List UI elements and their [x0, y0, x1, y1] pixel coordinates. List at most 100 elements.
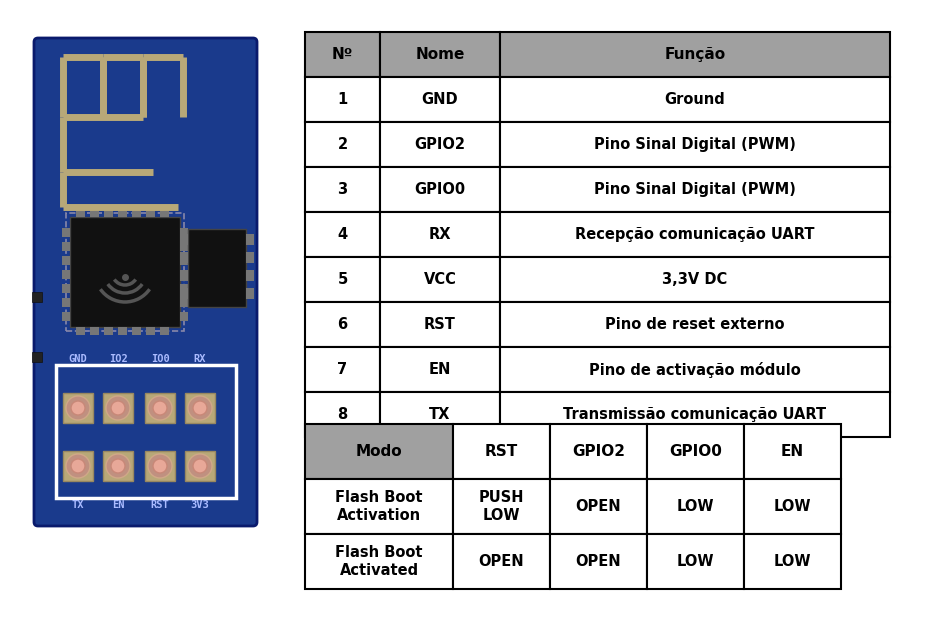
Bar: [180, 284, 188, 293]
Text: LOW: LOW: [774, 499, 812, 514]
Bar: [500, 77, 890, 122]
Circle shape: [111, 401, 125, 415]
Bar: [90, 327, 99, 335]
Text: OPEN: OPEN: [478, 554, 524, 569]
Bar: [305, 122, 380, 167]
Bar: [145, 393, 175, 423]
Text: GPIO2: GPIO2: [415, 137, 465, 152]
Circle shape: [193, 459, 207, 473]
Bar: [185, 451, 215, 481]
Circle shape: [193, 401, 207, 415]
Bar: [647, 479, 744, 534]
Bar: [56, 365, 236, 498]
FancyBboxPatch shape: [34, 38, 257, 526]
Text: Flash Boot
Activated: Flash Boot Activated: [335, 545, 423, 578]
Text: RST: RST: [424, 317, 456, 332]
Bar: [82, 238, 94, 246]
Text: PUSH
LOW: PUSH LOW: [478, 490, 524, 523]
Text: 2: 2: [338, 137, 347, 152]
Bar: [180, 242, 188, 251]
Text: 1: 1: [337, 92, 347, 107]
Text: Flash Boot
Activation: Flash Boot Activation: [335, 490, 423, 523]
Bar: [118, 327, 127, 335]
Bar: [180, 298, 188, 307]
Circle shape: [71, 459, 85, 473]
Bar: [180, 252, 188, 263]
Bar: [132, 327, 141, 335]
Bar: [305, 424, 453, 479]
Bar: [180, 288, 188, 299]
Text: TX: TX: [72, 500, 84, 510]
Text: RX: RX: [429, 227, 451, 242]
Text: LOW: LOW: [677, 499, 714, 514]
Bar: [62, 298, 70, 307]
Bar: [305, 257, 380, 302]
Bar: [305, 167, 380, 212]
Bar: [63, 451, 93, 481]
Text: 3,3V DC: 3,3V DC: [663, 272, 727, 287]
Bar: [32, 352, 42, 362]
Bar: [70, 217, 180, 327]
Bar: [380, 32, 500, 77]
Text: LOW: LOW: [677, 554, 714, 569]
Text: RX: RX: [194, 354, 206, 364]
Bar: [380, 347, 500, 392]
Circle shape: [66, 396, 90, 420]
Bar: [380, 122, 500, 167]
Text: 5: 5: [337, 272, 347, 287]
Text: EN: EN: [111, 500, 124, 510]
Bar: [246, 234, 254, 245]
Bar: [180, 238, 192, 246]
Bar: [500, 167, 890, 212]
Text: 3: 3: [338, 182, 347, 197]
Bar: [305, 534, 453, 589]
Bar: [103, 393, 133, 423]
Circle shape: [106, 454, 130, 478]
Bar: [62, 312, 70, 321]
Circle shape: [111, 459, 125, 473]
Bar: [550, 424, 647, 479]
Bar: [550, 479, 647, 534]
Text: GPIO0: GPIO0: [669, 444, 722, 459]
Bar: [500, 122, 890, 167]
Bar: [145, 451, 175, 481]
Text: Ground: Ground: [665, 92, 725, 107]
Text: Nome: Nome: [416, 47, 464, 62]
Bar: [180, 270, 188, 279]
Bar: [180, 228, 188, 237]
Bar: [500, 392, 890, 437]
Text: IO2: IO2: [109, 354, 127, 364]
Text: Pino Sinal Digital (PWM): Pino Sinal Digital (PWM): [594, 137, 796, 152]
Bar: [32, 292, 42, 302]
Bar: [647, 424, 744, 479]
Bar: [246, 288, 254, 299]
Bar: [76, 209, 85, 217]
Bar: [500, 32, 890, 77]
Text: Função: Função: [665, 47, 725, 62]
Bar: [160, 209, 169, 217]
Text: Pino de reset externo: Pino de reset externo: [606, 317, 784, 332]
Circle shape: [106, 396, 130, 420]
Bar: [146, 209, 155, 217]
Bar: [180, 234, 188, 245]
Bar: [744, 534, 841, 589]
Text: IO0: IO0: [151, 354, 169, 364]
Bar: [103, 451, 133, 481]
Bar: [380, 302, 500, 347]
Bar: [110, 225, 168, 257]
Bar: [453, 424, 550, 479]
Text: RST: RST: [151, 500, 169, 510]
Bar: [62, 228, 70, 237]
Text: TX: TX: [430, 407, 451, 422]
Circle shape: [71, 401, 85, 415]
Circle shape: [148, 396, 172, 420]
Text: GPIO2: GPIO2: [572, 444, 625, 459]
Bar: [180, 312, 188, 321]
Circle shape: [188, 396, 212, 420]
Bar: [380, 212, 500, 257]
Text: GND: GND: [68, 354, 87, 364]
Text: OPEN: OPEN: [576, 499, 622, 514]
Bar: [305, 302, 380, 347]
Text: Pino Sinal Digital (PWM): Pino Sinal Digital (PWM): [594, 182, 796, 197]
Bar: [90, 209, 99, 217]
